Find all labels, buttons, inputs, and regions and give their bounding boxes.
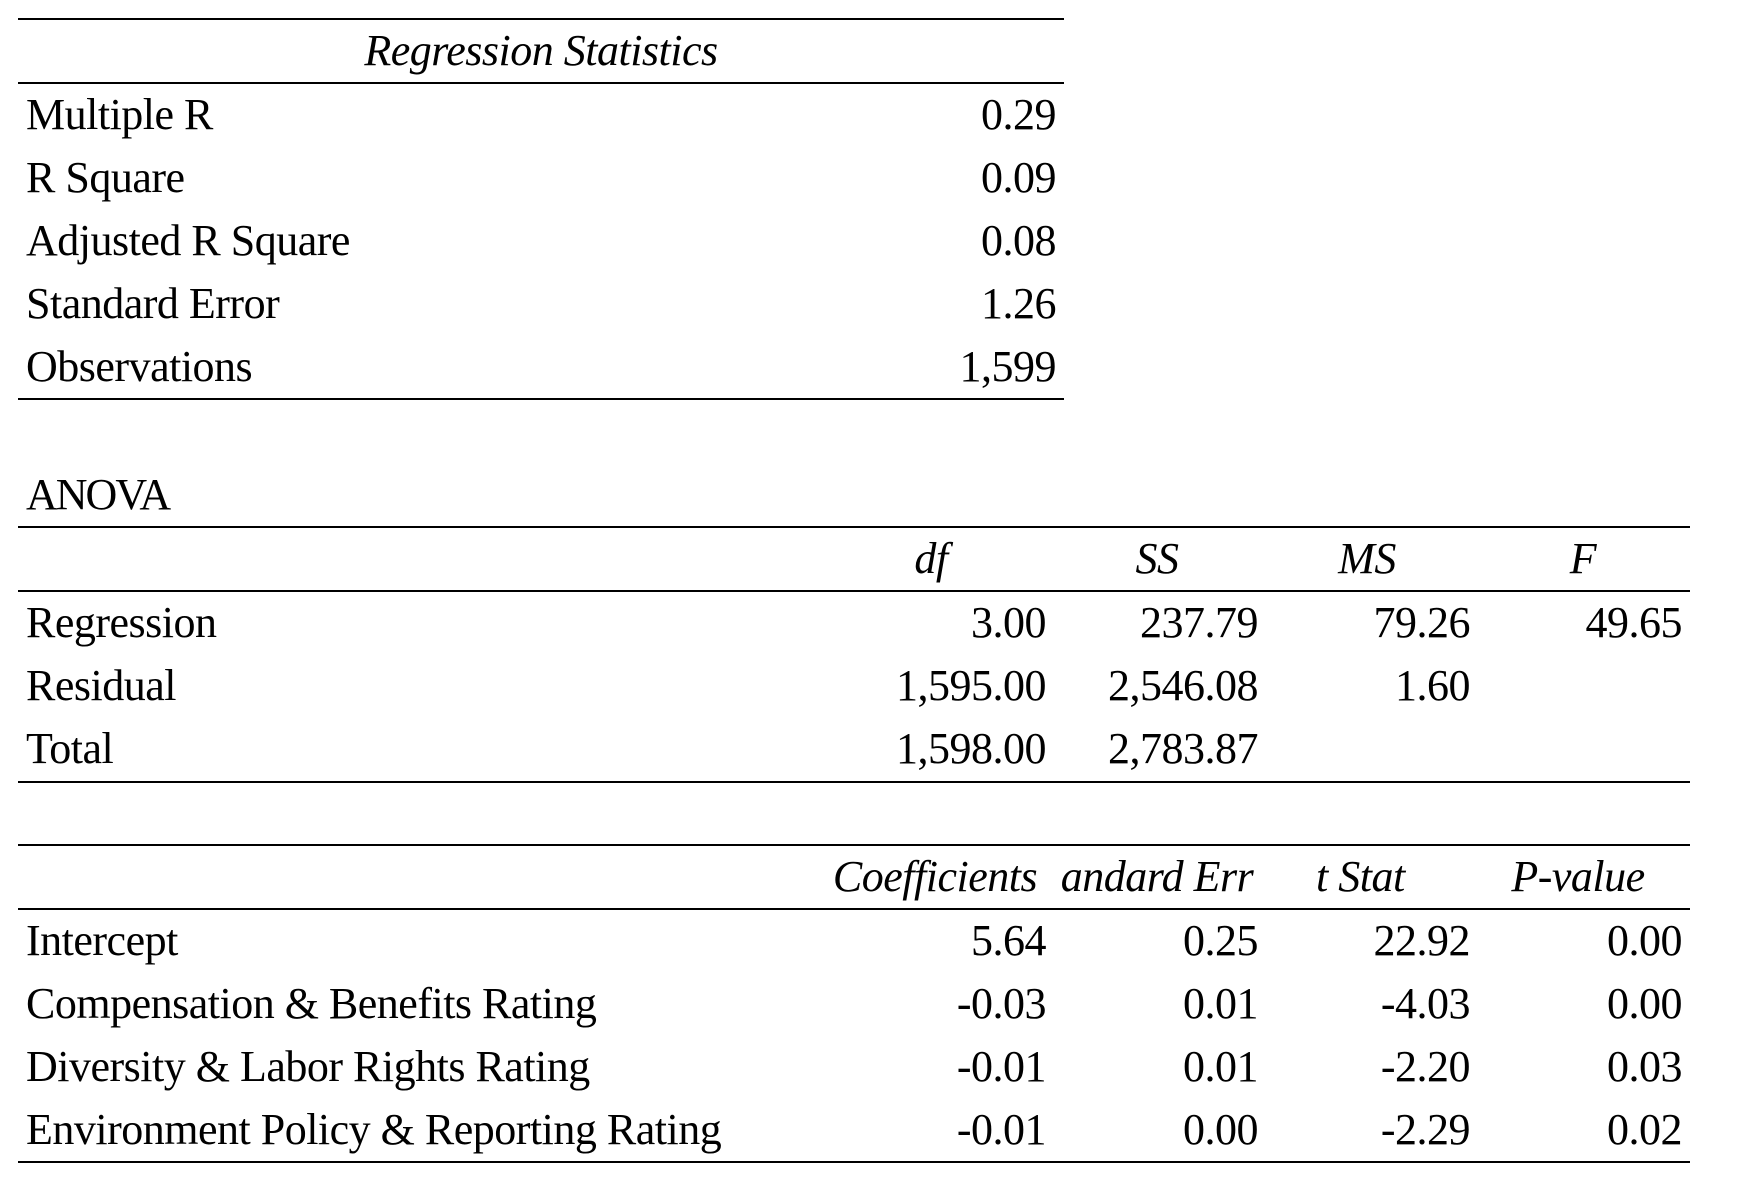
anova-header-ss: SS xyxy=(1135,534,1180,583)
regstats-label: R Square xyxy=(26,153,185,202)
anova-f: 49.65 xyxy=(1585,598,1683,647)
regstats-value: 0.08 xyxy=(981,216,1056,265)
coef-p-value: 0.02 xyxy=(1607,1105,1682,1154)
regstats-label: Observations xyxy=(26,342,253,391)
anova-header-f: F xyxy=(1569,534,1597,583)
coef-standard-error: 0.00 xyxy=(1183,1105,1258,1154)
coef-value: 5.64 xyxy=(971,916,1046,965)
coef-row-label: Environment Policy & Reporting Rating xyxy=(26,1105,722,1154)
anova-row-label: Total xyxy=(26,724,114,773)
anova-ss: 237.79 xyxy=(1140,598,1258,647)
coef-t-stat: 22.92 xyxy=(1373,916,1471,965)
coef-top-rule xyxy=(18,844,1690,846)
anova-header-rule xyxy=(18,590,1690,592)
anova-ms: 1.60 xyxy=(1395,661,1470,710)
coef-header-t-stat: t Stat xyxy=(1316,852,1405,901)
anova-f xyxy=(1464,655,1682,717)
coef-header-p-value: P-value xyxy=(1511,852,1645,901)
coef-row-label: Intercept xyxy=(26,916,178,965)
anova-df: 1,598.00 xyxy=(896,724,1046,773)
anova-ms xyxy=(1252,718,1470,780)
coef-p-value: 0.00 xyxy=(1607,916,1682,965)
anova-row-label: Regression xyxy=(26,598,217,647)
coef-header-standard-error: andard Err xyxy=(1060,852,1254,901)
anova-header-ms: MS xyxy=(1338,534,1396,583)
regstats-label: Multiple R xyxy=(26,90,213,139)
regstats-value: 0.29 xyxy=(981,90,1056,139)
regstats-bottom-rule xyxy=(18,398,1064,400)
anova-ms: 79.26 xyxy=(1373,598,1471,647)
anova-ss: 2,546.08 xyxy=(1108,661,1258,710)
coef-standard-error: 0.01 xyxy=(1183,1042,1258,1091)
coef-p-value: 0.03 xyxy=(1607,1042,1682,1091)
anova-header-df: df xyxy=(914,534,948,583)
coef-header-coefficients: Coefficients xyxy=(832,852,1038,901)
regstats-value: 1,599 xyxy=(959,342,1057,391)
coef-header-rule xyxy=(18,908,1690,910)
regstats-value: 1.26 xyxy=(981,279,1056,328)
coef-t-stat: -2.29 xyxy=(1380,1105,1470,1154)
coef-t-stat: -4.03 xyxy=(1380,979,1470,1028)
regstats-title: Regression Statistics xyxy=(364,26,718,75)
coef-t-stat: -2.20 xyxy=(1380,1042,1470,1091)
anova-row-label: Residual xyxy=(26,661,176,710)
anova-bottom-rule xyxy=(18,781,1690,783)
coef-row-label: Diversity & Labor Rights Rating xyxy=(26,1042,590,1091)
regstats-label: Standard Error xyxy=(26,279,280,328)
coef-value: -0.01 xyxy=(956,1042,1046,1091)
coef-standard-error: 0.01 xyxy=(1183,979,1258,1028)
anova-title: ANOVA xyxy=(26,470,171,519)
coef-row-label: Compensation & Benefits Rating xyxy=(26,979,597,1028)
anova-df: 1,595.00 xyxy=(896,661,1046,710)
regstats-label: Adjusted R Square xyxy=(26,216,350,265)
anova-df: 3.00 xyxy=(971,598,1046,647)
regstats-value: 0.09 xyxy=(981,153,1056,202)
regstats-header-rule xyxy=(18,82,1064,84)
coef-value: -0.03 xyxy=(956,979,1046,1028)
coef-standard-error: 0.25 xyxy=(1183,916,1258,965)
anova-ss: 2,783.87 xyxy=(1108,724,1258,773)
coef-value: -0.01 xyxy=(956,1105,1046,1154)
coef-p-value: 0.00 xyxy=(1607,979,1682,1028)
coef-bottom-rule xyxy=(18,1161,1690,1163)
anova-f xyxy=(1464,718,1682,780)
regstats-top-rule xyxy=(18,18,1064,20)
anova-top-rule xyxy=(18,526,1690,528)
